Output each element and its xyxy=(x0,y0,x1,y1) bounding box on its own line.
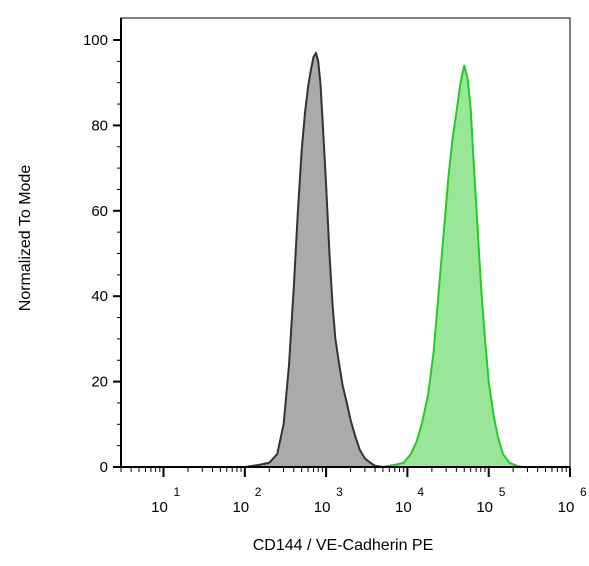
x-tick-label-exponent: 6 xyxy=(580,485,587,499)
x-tick-label-exponent: 2 xyxy=(255,485,262,499)
series-2-line xyxy=(121,64,570,468)
y-tick-label: 40 xyxy=(91,288,108,305)
series-2-area xyxy=(121,65,570,468)
x-tick-label-base: 10 xyxy=(232,499,249,516)
x-tick-label-exponent: 3 xyxy=(336,485,343,499)
x-tick-label-base: 10 xyxy=(314,499,331,516)
y-tick-label: 20 xyxy=(91,374,108,391)
x-tick-label-base: 10 xyxy=(476,499,493,516)
y-tick-label: 0 xyxy=(100,459,108,476)
x-tick-label-base: 10 xyxy=(151,499,168,516)
x-tick-label-exponent: 5 xyxy=(499,485,506,499)
x-axis-title: CD144 / VE-Cadherin PE xyxy=(253,537,434,554)
x-tick-label-base: 10 xyxy=(395,499,412,516)
x-tick-label-base: 10 xyxy=(558,499,575,516)
y-tick-label: 60 xyxy=(91,203,108,220)
series-1-area xyxy=(121,52,570,468)
y-axis-title: Normalized To Mode xyxy=(17,165,34,312)
y-tick-label: 80 xyxy=(91,117,108,134)
series-1-line xyxy=(121,51,570,468)
x-tick-label-exponent: 4 xyxy=(417,485,424,499)
x-tick-label-exponent: 1 xyxy=(174,485,181,499)
y-tick-label: 100 xyxy=(83,32,108,49)
